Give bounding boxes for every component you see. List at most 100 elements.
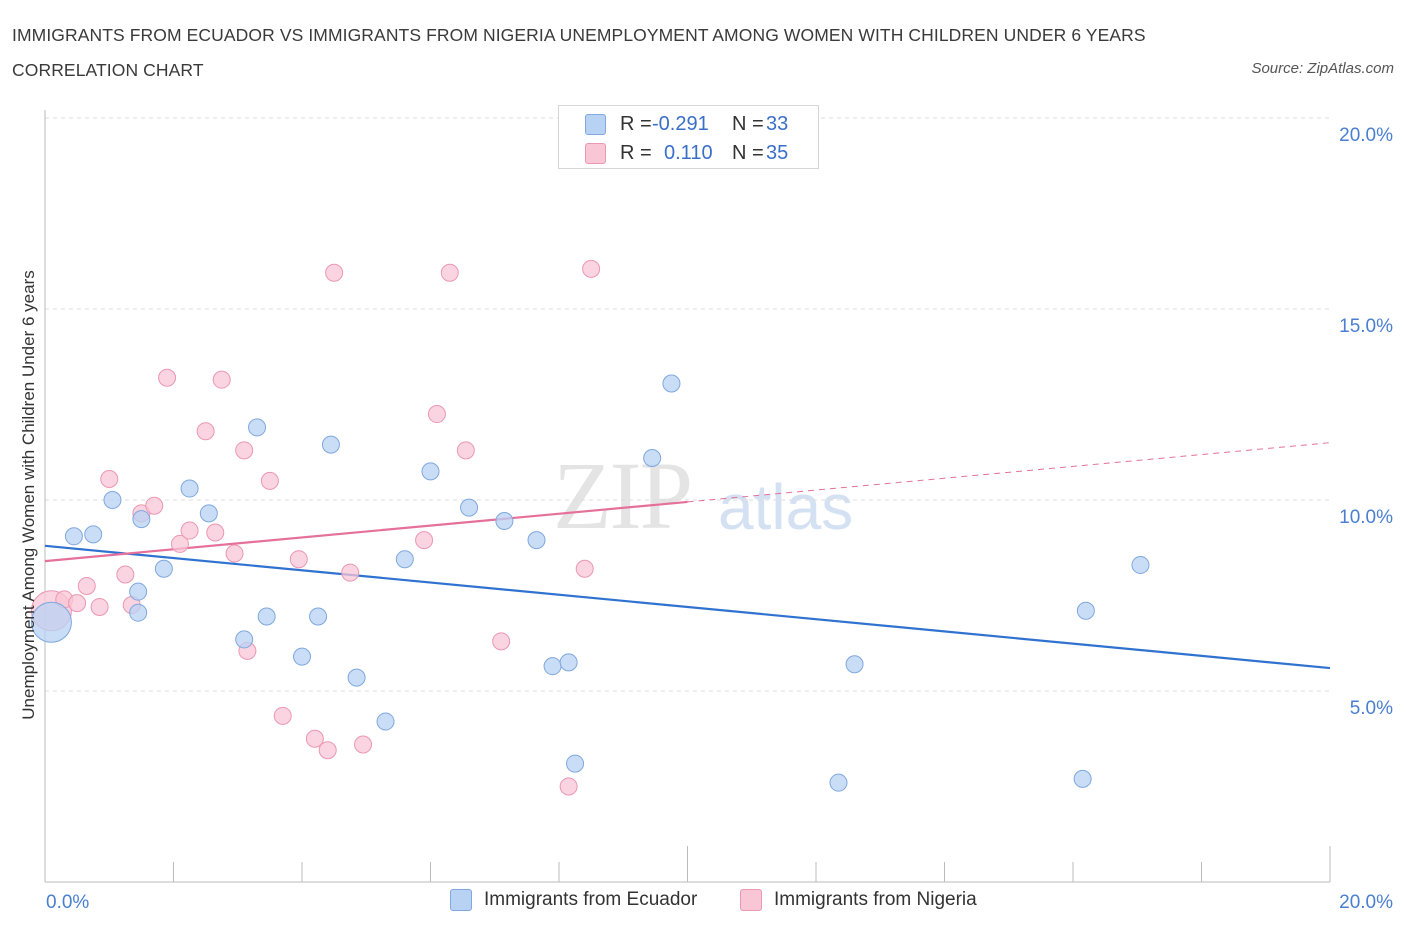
data-point-nigeria [100,469,119,488]
data-point-nigeria [212,370,231,389]
x-tick-label: 20.0% [1339,892,1393,913]
data-point-ecuador [1076,601,1095,620]
data-point-nigeria [325,263,344,282]
axes [44,110,1331,883]
chart-title: IMMIGRANTS FROM ECUADOR VS IMMIGRANTS FR… [12,25,1146,80]
data-point-ecuador [421,462,440,481]
data-point-ecuador [64,527,83,546]
data-point-nigeria [492,632,511,651]
legend-r-value-nigeria: 0.110 [664,141,713,164]
tick-labels: 5.0% 10.0% 15.0% 20.0% 0.0% 20.0% [46,125,1393,913]
legend-row-ecuador: R = -0.291 N = 33 [559,109,788,139]
data-point-nigeria [77,576,96,595]
y-tick-label: 10.0% [1339,507,1393,528]
data-point-ecuador [129,582,148,601]
legend-r-label: R = [620,141,652,164]
data-point-nigeria [415,531,434,550]
series-legend: Immigrants from Ecuador Immigrants from … [0,889,1406,915]
legend-swatch-nigeria [585,142,606,164]
data-point-ecuador [395,550,414,569]
legend-r-value-ecuador: -0.291 [652,112,709,135]
data-point-ecuador [154,559,173,578]
data-point-ecuador [845,655,864,674]
data-point-ecuador [248,418,267,437]
y-tick-label: 20.0% [1339,125,1393,146]
trend-line-ecuador [44,544,1331,670]
data-point-ecuador [30,601,72,643]
data-point-nigeria [575,559,594,578]
legend-swatch-ecuador [585,113,606,135]
data-point-nigeria [158,368,177,387]
series-legend-nigeria-label: Immigrants from Nigeria [774,889,977,910]
legend-n-value-ecuador: 33 [766,112,789,135]
trend-lines [44,442,1331,670]
data-point-ecuador [235,630,254,649]
data-point-ecuador [376,712,395,731]
y-tick-label: 5.0% [1350,698,1393,719]
data-point-ecuador [129,603,148,622]
trend-line-nigeria [44,500,688,563]
trend-line-nigeria-extension [687,442,1331,503]
data-point-nigeria [582,259,601,278]
data-point-ecuador [1131,555,1150,574]
data-point-ecuador [293,647,311,666]
data-point-nigeria [260,471,279,490]
data-point-ecuador [559,653,578,672]
watermark-zip: ZIP [553,442,693,549]
data-point-nigeria [456,441,475,460]
data-point-nigeria [180,521,199,540]
data-point-nigeria [305,729,324,748]
data-point-ecuador [84,525,103,544]
legend-row-nigeria: R = 0.110 N = 35 [559,138,788,168]
data-point-ecuador [347,668,366,687]
data-point-ecuador [829,773,848,792]
data-point-nigeria [90,597,109,616]
data-point-nigeria [116,565,135,584]
data-point-ecuador [257,607,276,626]
data-point-ecuador [643,448,662,467]
series-legend-ecuador: Immigrants from Ecuador [450,889,697,911]
data-point-nigeria [354,735,373,754]
correlation-legend: R = -0.291 N = 33 R = 0.110 N = 35 [558,105,819,169]
x-tick-label: 0.0% [46,892,89,913]
data-point-nigeria [170,534,189,553]
data-point-ecuador [566,754,585,773]
watermark-atlas: atlas [718,471,854,543]
data-point-ecuador [662,374,681,393]
legend-n-value-nigeria: 35 [766,141,789,164]
data-point-ecuador [199,504,218,523]
series-legend-ecuador-label: Immigrants from Ecuador [484,889,698,910]
legend-n-label: N = [732,141,764,164]
legend-r-label: R = [620,112,652,135]
y-axis-label: Unemployment Among Women with Children U… [19,270,38,719]
data-point-nigeria [196,422,215,441]
data-point-nigeria [559,777,578,796]
grid [45,117,1330,692]
series-swatch-nigeria [740,889,762,911]
chart-source: Source: ZipAtlas.com [1251,60,1394,77]
data-point-ecuador [495,512,514,531]
data-point-ecuador [527,531,546,550]
data-point-ecuador [180,479,199,498]
data-point-ecuador [543,657,562,676]
data-point-nigeria [318,741,337,760]
data-point-ecuador [103,491,122,509]
data-point-ecuador [309,607,328,626]
data-point-ecuador [321,435,340,454]
data-point-nigeria [235,441,254,460]
data-point-nigeria [273,706,292,725]
data-point-nigeria [289,550,308,569]
data-point-nigeria [206,523,225,542]
data-point-nigeria [145,496,164,515]
data-point-ecuador [1073,769,1092,788]
data-point-ecuador [132,510,151,529]
data-point-nigeria [440,263,459,282]
data-point-nigeria [341,563,360,582]
legend-n-label: N = [732,112,764,135]
data-point-ecuador [460,498,479,517]
y-tick-label: 15.0% [1339,316,1393,337]
series-legend-nigeria: Immigrants from Nigeria [740,889,977,911]
data-point-nigeria [427,405,446,424]
data-point-nigeria [225,544,244,563]
